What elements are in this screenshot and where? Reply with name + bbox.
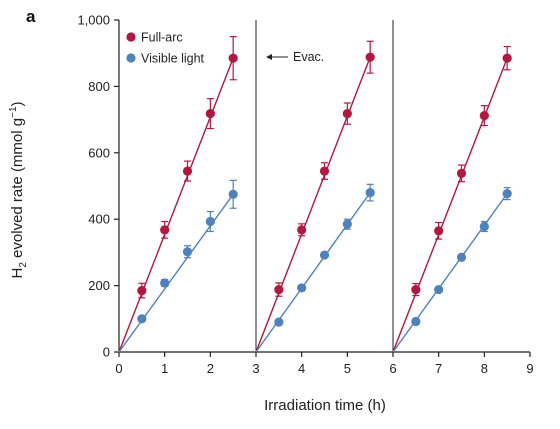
y-tick-label: 600 [88, 145, 110, 160]
data-point-visible-light [342, 219, 352, 229]
fit-line-visible-light [392, 193, 508, 353]
data-point-visible-light [502, 189, 512, 199]
data-point-visible-light [182, 247, 193, 257]
fit-line-full-arc [118, 57, 234, 353]
data-point-visible-light [479, 221, 489, 232]
data-point-full-arc [456, 168, 467, 178]
fit-line-visible-light [255, 192, 371, 353]
data-point-visible-light [137, 314, 147, 324]
x-tick-label: 0 [115, 361, 122, 376]
panel-label: a [26, 7, 36, 26]
legend-marker-full-arc [126, 32, 136, 42]
legend: Full-arc Visible light [126, 31, 205, 66]
fit-lines [118, 56, 508, 353]
data-point-full-arc [434, 226, 444, 236]
data-point-visible-light [205, 216, 215, 227]
x-tick-label: 6 [389, 361, 396, 376]
x-tick-label: 2 [207, 361, 214, 376]
x-tick-label: 5 [344, 361, 351, 376]
data-point-visible-light [228, 189, 238, 199]
data-point-full-arc [297, 225, 307, 235]
data-point-full-arc [274, 284, 284, 295]
axes: 0 200 400 600 800 1,000 0 1 2 3 4 5 6 7 8 9 [77, 13, 533, 377]
x-axis-label: Irradiation time (h) [264, 397, 386, 414]
data-point-full-arc [342, 109, 352, 119]
data-point-full-arc [479, 111, 489, 121]
x-tick-label: 9 [526, 361, 533, 376]
y-axis-label-sup: −1 [8, 106, 19, 118]
evac-arrow-head [266, 54, 272, 60]
legend-marker-visible-light [126, 53, 136, 63]
fit-line-full-arc [255, 56, 371, 353]
x-tick-label: 1 [161, 361, 168, 376]
y-axis-label-main: evolved rate (mmol g [9, 118, 26, 262]
data-point-full-arc [182, 166, 193, 176]
data-point-visible-light [411, 316, 421, 327]
data-point-visible-light [365, 188, 375, 198]
cycle-dividers [255, 20, 394, 352]
data-point-full-arc [502, 53, 512, 63]
svg-text:H2 evolved rate (mmol g−1): H2 evolved rate (mmol g−1) [8, 101, 29, 278]
data-point-full-arc [137, 285, 147, 296]
evac-label: Evac. [293, 50, 324, 64]
data-point-visible-light [319, 250, 330, 260]
y-axis-label-sub: 2 [18, 262, 29, 268]
y-axis-label-suffix: ) [9, 101, 26, 106]
data-point-full-arc [160, 225, 170, 235]
data-point-visible-light [160, 278, 170, 288]
y-tick-label: 200 [88, 278, 110, 293]
data-point-full-arc [205, 109, 215, 119]
data-point-visible-light [297, 283, 307, 293]
data-point-visible-light [274, 317, 284, 327]
data-markers [137, 35, 512, 327]
y-tick-label: 400 [88, 212, 110, 227]
y-axis-label-prefix: H [9, 268, 26, 279]
fit-line-full-arc [392, 57, 508, 353]
y-axis-label: H2 evolved rate (mmol g−1) [8, 101, 29, 278]
fit-line-visible-light [118, 193, 234, 353]
legend-label-visible-light: Visible light [141, 52, 205, 66]
y-tick-label: 1,000 [77, 13, 110, 28]
x-tick-label: 3 [252, 361, 259, 376]
data-point-full-arc [319, 166, 330, 176]
x-tick-label: 8 [481, 361, 488, 376]
evac-annotation: Evac. [266, 50, 324, 64]
data-point-full-arc [411, 284, 421, 295]
y-tick-label: 800 [88, 79, 110, 94]
y-tick-label: 0 [103, 345, 110, 360]
x-tick-label: 4 [298, 361, 305, 376]
data-point-visible-light [456, 252, 467, 262]
x-tick-label: 7 [435, 361, 442, 376]
data-point-full-arc [365, 52, 375, 62]
data-point-full-arc [228, 53, 238, 63]
data-point-visible-light [434, 284, 444, 295]
legend-label-full-arc: Full-arc [141, 31, 183, 45]
